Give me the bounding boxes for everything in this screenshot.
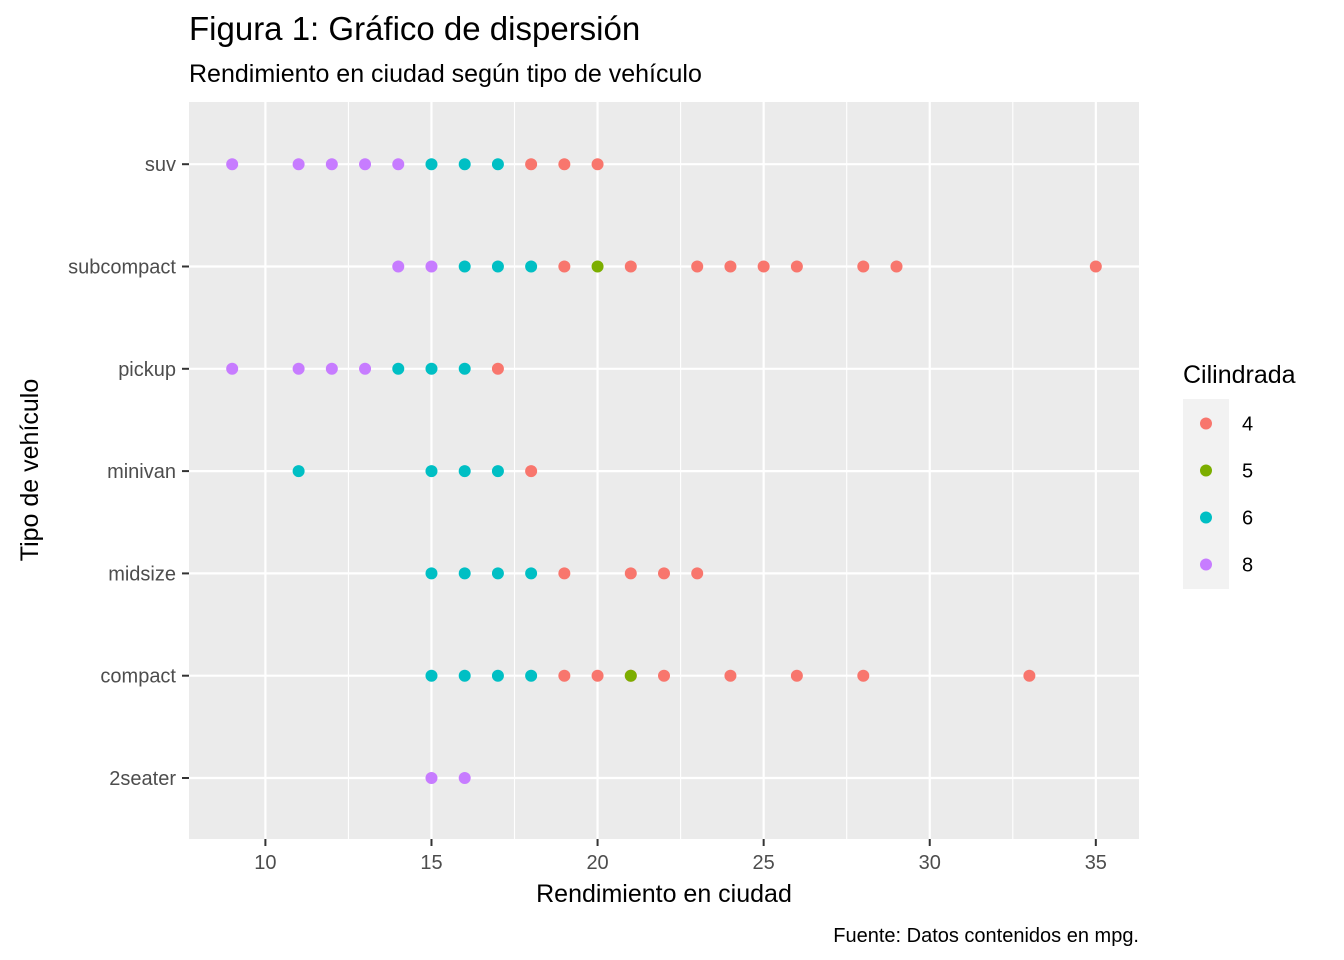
data-point-cyl-6 xyxy=(491,465,504,478)
data-point-cyl-4 xyxy=(591,158,604,171)
data-point-cyl-6 xyxy=(458,362,471,375)
data-point-cyl-6 xyxy=(491,567,504,580)
legend-keys: 4 5 6 8 xyxy=(1183,399,1253,589)
data-point-cyl-6 xyxy=(425,362,438,375)
y-tick-label: pickup xyxy=(118,359,176,381)
data-points xyxy=(226,158,1102,784)
x-tick-label: 25 xyxy=(753,852,775,874)
data-point-cyl-4 xyxy=(525,158,538,171)
x-tick-label: 15 xyxy=(420,852,442,874)
data-point-cyl-4 xyxy=(624,567,637,580)
data-point-cyl-6 xyxy=(491,260,504,273)
legend-label-6: 6 xyxy=(1242,508,1253,530)
data-point-cyl-6 xyxy=(425,669,438,682)
x-tick-label: 35 xyxy=(1085,852,1107,874)
data-point-cyl-8 xyxy=(226,158,239,171)
data-point-cyl-4 xyxy=(691,260,704,273)
data-point-cyl-8 xyxy=(392,158,405,171)
chart-subtitle: Rendimiento en ciudad según tipo de vehí… xyxy=(189,60,702,88)
data-point-cyl-4 xyxy=(857,669,870,682)
y-tick-label: subcompact xyxy=(68,257,176,279)
data-point-cyl-6 xyxy=(458,669,471,682)
x-axis-label: Rendimiento en ciudad xyxy=(536,880,792,908)
y-tick-label: midsize xyxy=(108,563,176,585)
data-point-cyl-4 xyxy=(757,260,770,273)
data-point-cyl-8 xyxy=(292,158,305,171)
data-point-cyl-8 xyxy=(458,772,471,784)
data-point-cyl-4 xyxy=(658,567,670,580)
legend-key-5 xyxy=(1200,464,1212,477)
y-tick-label: minivan xyxy=(107,461,176,483)
legend-label-5: 5 xyxy=(1242,461,1253,483)
data-point-cyl-4 xyxy=(890,260,903,273)
legend-key-8 xyxy=(1200,558,1212,571)
data-point-cyl-6 xyxy=(425,158,438,171)
data-point-cyl-4 xyxy=(624,260,637,273)
data-point-cyl-4 xyxy=(558,158,571,171)
data-point-cyl-6 xyxy=(425,567,438,580)
chart-caption: Fuente: Datos contenidos en mpg. xyxy=(833,925,1139,947)
data-point-cyl-4 xyxy=(558,260,571,273)
data-point-cyl-5 xyxy=(591,260,604,273)
legend-key-background xyxy=(1183,399,1229,589)
data-point-cyl-6 xyxy=(458,158,471,171)
data-point-cyl-4 xyxy=(558,567,571,580)
x-axis: 10 15 20 25 30 35 xyxy=(254,839,1107,874)
data-point-cyl-4 xyxy=(790,260,803,273)
y-tick-label: suv xyxy=(145,154,176,176)
data-point-cyl-8 xyxy=(425,260,438,273)
data-point-cyl-8 xyxy=(392,260,405,273)
data-point-cyl-6 xyxy=(525,260,538,273)
legend-label-8: 8 xyxy=(1242,555,1253,577)
legend-key-6 xyxy=(1200,511,1212,524)
x-tick-label: 30 xyxy=(919,852,941,874)
data-point-cyl-8 xyxy=(359,362,372,375)
data-point-cyl-6 xyxy=(491,669,504,682)
data-point-cyl-4 xyxy=(790,669,803,682)
data-point-cyl-4 xyxy=(724,669,737,682)
data-point-cyl-6 xyxy=(525,567,538,580)
legend-label-4: 4 xyxy=(1242,414,1253,436)
data-point-cyl-8 xyxy=(226,362,239,375)
data-point-cyl-6 xyxy=(525,669,538,682)
data-point-cyl-5 xyxy=(624,669,637,682)
data-point-cyl-6 xyxy=(292,465,305,478)
data-point-cyl-4 xyxy=(857,260,870,273)
data-point-cyl-6 xyxy=(458,465,471,478)
data-point-cyl-6 xyxy=(458,260,471,273)
y-axis: 2seater compact midsize minivan pickup subcom… xyxy=(68,154,189,790)
y-axis-label: Tipo de vehículo xyxy=(16,379,44,562)
legend-title: Cilindrada xyxy=(1183,361,1296,389)
data-point-cyl-6 xyxy=(392,362,405,375)
data-point-cyl-6 xyxy=(458,567,471,580)
x-tick-label: 10 xyxy=(254,852,276,874)
data-point-cyl-6 xyxy=(425,465,438,478)
data-point-cyl-4 xyxy=(724,260,737,273)
y-tick-label: compact xyxy=(100,666,176,688)
x-tick-label: 20 xyxy=(586,852,608,874)
y-tick-label: 2seater xyxy=(109,768,176,790)
data-point-cyl-4 xyxy=(491,362,504,375)
legend-key-4 xyxy=(1200,417,1212,430)
data-point-cyl-8 xyxy=(325,158,338,171)
data-point-cyl-4 xyxy=(658,669,670,682)
data-point-cyl-4 xyxy=(591,669,604,682)
data-point-cyl-8 xyxy=(292,362,305,375)
chart-title: Figura 1: Gráfico de dispersión xyxy=(189,10,640,47)
data-point-cyl-8 xyxy=(425,772,438,784)
data-point-cyl-6 xyxy=(491,158,504,171)
data-point-cyl-8 xyxy=(325,362,338,375)
data-point-cyl-4 xyxy=(525,465,538,478)
data-point-cyl-8 xyxy=(359,158,372,171)
data-point-cyl-4 xyxy=(1023,669,1036,682)
data-point-cyl-4 xyxy=(691,567,704,580)
legend: Cilindrada 4 5 6 8 xyxy=(1183,361,1296,589)
data-point-cyl-4 xyxy=(1089,260,1102,273)
data-point-cyl-4 xyxy=(558,669,571,682)
